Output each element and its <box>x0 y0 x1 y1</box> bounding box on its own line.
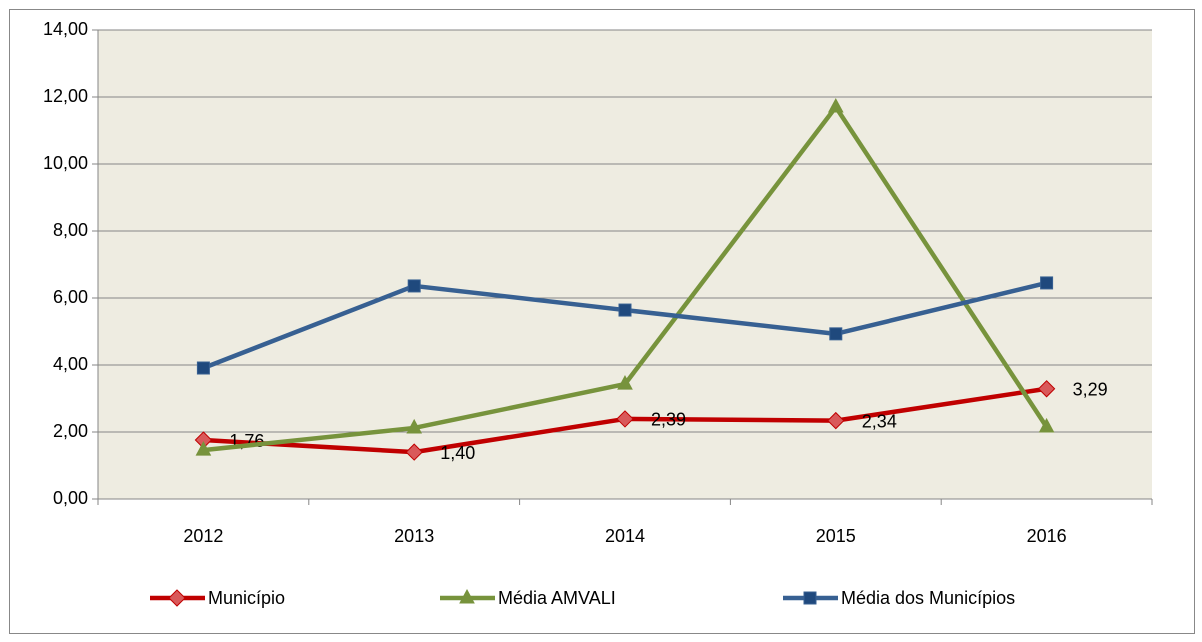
data-label: 2,39 <box>651 410 686 430</box>
marker <box>1037 380 1056 398</box>
marker <box>1038 417 1055 433</box>
marker <box>406 418 423 434</box>
data-label: 2,34 <box>862 411 897 431</box>
plot-area <box>98 30 1152 499</box>
marker <box>827 411 845 430</box>
marker <box>196 361 210 375</box>
marker <box>616 410 634 428</box>
data-label: 3,29 <box>1073 380 1108 400</box>
marker <box>617 375 633 390</box>
legend-label: Média AMVALI <box>498 588 616 608</box>
y-tick-label: 0,00 <box>53 488 88 508</box>
y-tick-label: 10,00 <box>43 153 88 173</box>
y-tick-label: 4,00 <box>53 354 88 374</box>
y-tick-label: 14,00 <box>43 19 88 39</box>
marker <box>459 588 475 604</box>
x-tick-label: 2012 <box>183 526 223 546</box>
marker <box>1040 276 1054 290</box>
marker <box>405 443 423 461</box>
marker <box>407 279 421 293</box>
x-tick-label: 2014 <box>605 526 645 546</box>
y-tick-label: 12,00 <box>43 86 88 106</box>
marker <box>827 97 844 113</box>
data-label: 1,40 <box>440 443 475 463</box>
marker <box>168 589 186 607</box>
legend-label: Média dos Municípios <box>841 588 1015 608</box>
x-tick-label: 2013 <box>394 526 434 546</box>
legend-label: Município <box>208 588 285 608</box>
y-tick-label: 6,00 <box>53 287 88 307</box>
marker <box>829 327 843 341</box>
x-tick-label: 2015 <box>816 526 856 546</box>
marker <box>618 303 632 317</box>
marker <box>803 591 817 605</box>
x-tick-label: 2016 <box>1027 526 1067 546</box>
y-tick-label: 2,00 <box>53 421 88 441</box>
y-tick-label: 8,00 <box>53 220 88 240</box>
marker <box>195 441 212 456</box>
